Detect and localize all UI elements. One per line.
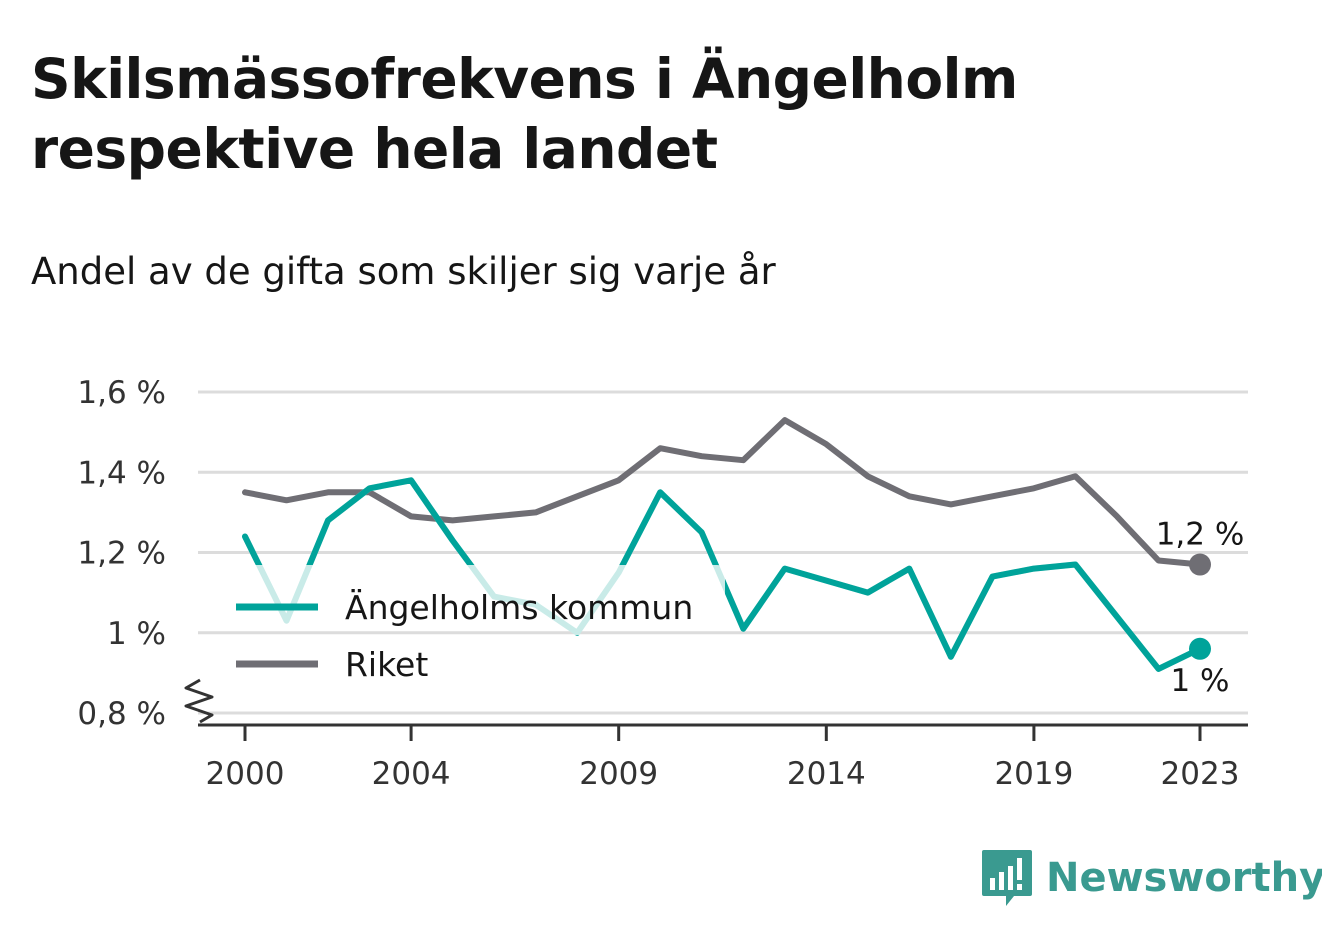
y-tick-label: 1 %: [107, 616, 166, 652]
series-lines: [242, 417, 1211, 672]
axis-break-icon: [184, 678, 214, 724]
newsworthy-brand: Newsworthy: [980, 846, 1322, 910]
series-line-riket: [242, 417, 1203, 568]
brand-name: Newsworthy: [1046, 855, 1322, 901]
end-label-riket: 1,2 %: [1156, 517, 1245, 553]
end-point-angelholm: [1189, 637, 1211, 660]
legend: Ängelholms kommun Riket: [236, 588, 693, 684]
end-labels: 1,2 % 1 %: [1156, 517, 1245, 699]
chart-title: Skilsmässofrekvens i Ängelholm respektiv…: [31, 47, 1018, 181]
x-tick-label: 2014: [787, 756, 866, 792]
y-tick-label: 1,2 %: [77, 536, 166, 572]
end-label-angelholm: 1 %: [1170, 663, 1229, 699]
series-line-angelholm: [242, 477, 1203, 672]
axes: 0,8 % 1 % 1,2 % 1,4 % 1,6 % 2000 2004 2009 2014 2…: [77, 375, 1248, 792]
legend-label: Ängelholms kommun: [345, 588, 693, 627]
x-tick-label: 2009: [579, 756, 658, 792]
y-tick-label: 0,8 %: [77, 696, 166, 732]
grid-lines: [198, 390, 1248, 715]
end-point-riket: [1189, 553, 1211, 576]
x-tick-label: 2004: [372, 756, 451, 792]
chart-subtitle: Andel av de gifta som skiljer sig varje …: [31, 250, 776, 293]
x-tick-label: 2023: [1161, 756, 1240, 792]
x-tick-label: 2000: [206, 756, 285, 792]
legend-label: Riket: [345, 645, 428, 684]
newsworthy-logo-icon: [982, 850, 1032, 906]
x-tick-label: 2019: [994, 756, 1073, 792]
y-tick-label: 1,4 %: [77, 455, 166, 491]
y-tick-label: 1,6 %: [77, 375, 166, 411]
